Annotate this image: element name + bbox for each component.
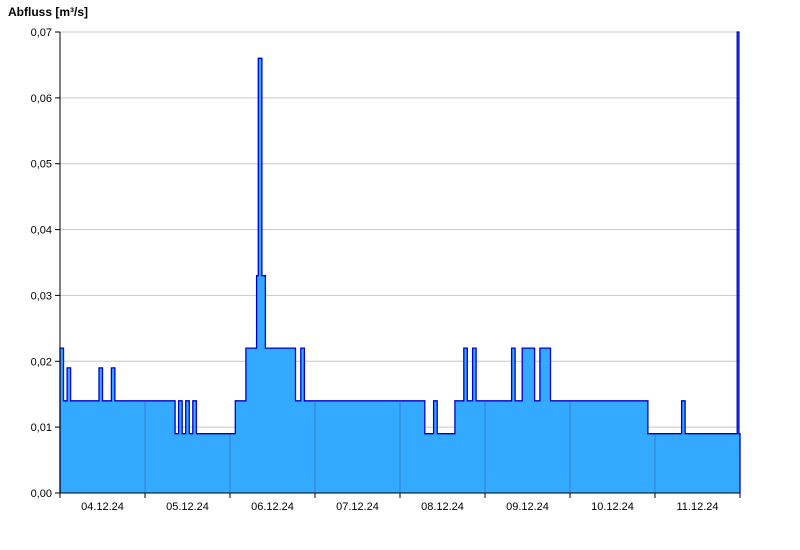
- x-tick-label: 09.12.24: [506, 501, 549, 513]
- x-tick-label: 10.12.24: [591, 501, 634, 513]
- x-tick-label: 07.12.24: [336, 501, 379, 513]
- y-tick-label: 0,06: [31, 93, 52, 105]
- series-line: [59, 31, 741, 493]
- chart-title: Abfluss [m³/s]: [8, 5, 89, 19]
- x-tick-label: 11.12.24: [676, 501, 718, 513]
- y-tick-label: 0,05: [31, 159, 52, 171]
- y-tick-label: 0,02: [31, 356, 52, 368]
- y-tick-label: 0,04: [31, 225, 52, 237]
- y-tick-label: 0,03: [31, 290, 52, 302]
- y-tick-label: 0,07: [31, 27, 52, 39]
- x-tick-label: 08.12.24: [421, 501, 464, 513]
- x-tick-label: 04.12.24: [81, 501, 124, 513]
- y-tick-label: 0,00: [31, 488, 52, 500]
- y-tick-label: 0,01: [31, 422, 52, 434]
- x-tick-label: 06.12.24: [251, 501, 294, 513]
- x-tick-label: 05.12.24: [166, 501, 209, 513]
